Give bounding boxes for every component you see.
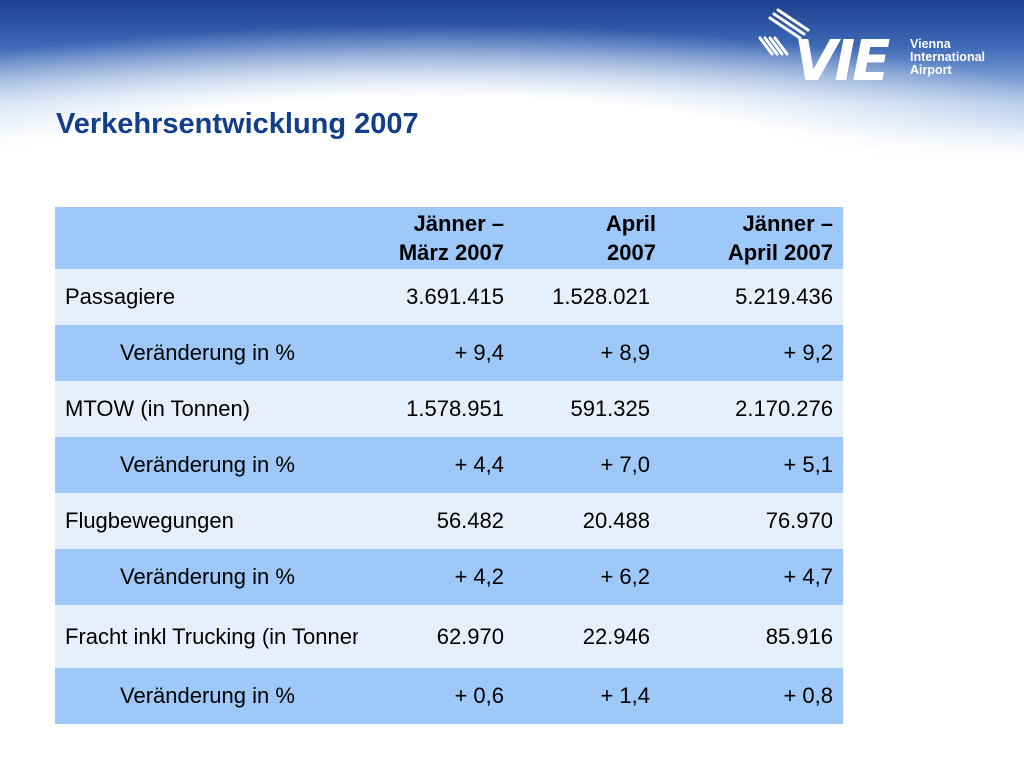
cell-value: + 0,6 bbox=[454, 683, 504, 708]
cell-value: 62.970 bbox=[436, 623, 504, 649]
cell-value: + 1,4 bbox=[600, 683, 650, 708]
cell-value: + 9,2 bbox=[783, 340, 833, 365]
row-label: Veränderung in % bbox=[120, 564, 295, 589]
cell-value: + 4,7 bbox=[783, 564, 833, 589]
cell-value: + 6,2 bbox=[600, 564, 650, 589]
table-row-fracht: Fracht inkl Trucking (in Tonnen) 62.970 … bbox=[55, 605, 843, 668]
cell-value: + 8,9 bbox=[600, 340, 650, 365]
cell-value: + 4,4 bbox=[454, 452, 504, 477]
logo-speed-lines-icon bbox=[758, 8, 810, 56]
cell-value: 56.482 bbox=[436, 508, 504, 533]
cell-value: + 0,8 bbox=[783, 683, 833, 708]
cell-value: 591.325 bbox=[570, 396, 650, 421]
row-label: Veränderung in % bbox=[120, 340, 295, 365]
header-cell-q1: Jänner – März 2007 bbox=[398, 211, 504, 265]
table-row-change: Veränderung in % + 0,6 + 1,4 + 0,8 bbox=[55, 668, 843, 724]
cell-value: 5.219.436 bbox=[735, 284, 833, 309]
header-cell-ytd: Jänner – April 2007 bbox=[727, 211, 833, 265]
logo-line-airport: Airport bbox=[910, 63, 952, 77]
cell-value: 85.916 bbox=[765, 623, 833, 649]
cell-value: 20.488 bbox=[582, 508, 650, 533]
logo-wordmark: Vienna International Airport bbox=[910, 38, 985, 77]
cell-value: 1.578.951 bbox=[406, 396, 504, 421]
cell-value: 3.691.415 bbox=[406, 284, 504, 309]
row-label: MTOW (in Tonnen) bbox=[65, 396, 251, 421]
cell-value: + 5,1 bbox=[783, 452, 833, 477]
row-label: Veränderung in % bbox=[120, 683, 295, 708]
vie-airport-logo: VIE Vienna International Airport bbox=[752, 8, 1012, 92]
logo-line-vienna: Vienna bbox=[910, 37, 951, 51]
cell-value: + 4,2 bbox=[454, 564, 504, 589]
header-cell-april: April 2007 bbox=[605, 211, 656, 265]
cell-value: 76.970 bbox=[765, 508, 833, 533]
table-row-change: Veränderung in % + 9,4 + 8,9 + 9,2 bbox=[55, 325, 843, 381]
row-label: Passagiere bbox=[65, 284, 176, 309]
table-row-flugbewegungen: Flugbewegungen 56.482 20.488 76.970 bbox=[55, 493, 843, 549]
row-label: Flugbewegungen bbox=[65, 508, 234, 533]
page-title: Verkehrsentwicklung 2007 bbox=[56, 108, 419, 140]
table-row-change: Veränderung in % + 4,4 + 7,0 + 5,1 bbox=[55, 437, 843, 493]
cell-value: 22.946 bbox=[582, 623, 650, 649]
table-header-row: Jänner – März 2007 April 2007 Jänner – A… bbox=[55, 207, 843, 269]
header-cell-label bbox=[55, 207, 358, 269]
cell-value: + 9,4 bbox=[454, 340, 504, 365]
cell-value: + 7,0 bbox=[600, 452, 650, 477]
logo-mark: VIE bbox=[794, 29, 890, 94]
row-label: Fracht inkl Trucking (in Tonnen) bbox=[65, 623, 358, 649]
traffic-table: Jänner – März 2007 April 2007 Jänner – A… bbox=[55, 207, 843, 724]
table-row-passagiere: Passagiere 3.691.415 1.528.021 5.219.436 bbox=[55, 269, 843, 325]
row-label: Veränderung in % bbox=[120, 452, 295, 477]
logo-line-international: International bbox=[910, 50, 986, 64]
cell-value: 1.528.021 bbox=[552, 284, 650, 309]
cell-value: 2.170.276 bbox=[735, 396, 833, 421]
header-background bbox=[0, 0, 1024, 165]
table-row-change: Veränderung in % + 4,2 + 6,2 + 4,7 bbox=[55, 549, 843, 605]
table-row-mtow: MTOW (in Tonnen) 1.578.951 591.325 2.170… bbox=[55, 381, 843, 437]
